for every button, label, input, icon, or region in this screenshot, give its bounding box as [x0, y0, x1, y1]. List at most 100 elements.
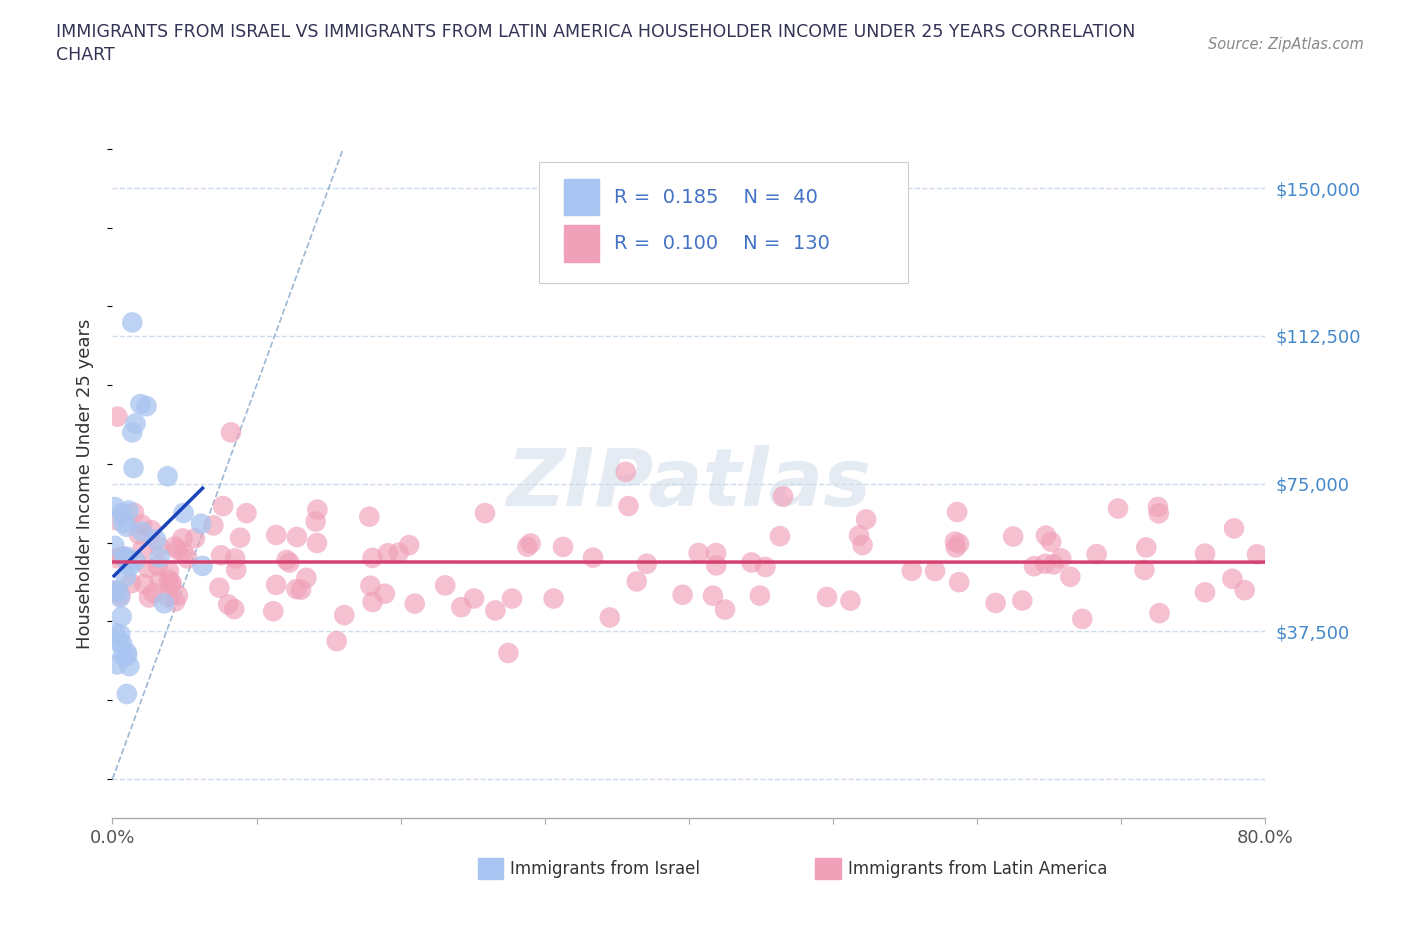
Point	[582, 551, 605, 565]
Point	[434, 578, 457, 592]
Point	[264, 578, 287, 592]
Point	[501, 591, 523, 606]
Point	[212, 498, 235, 513]
Point	[1040, 535, 1063, 550]
Point	[1147, 506, 1170, 521]
Point	[1233, 583, 1256, 598]
Point	[111, 506, 134, 521]
Point	[145, 532, 167, 547]
Point	[124, 553, 146, 568]
Point	[235, 506, 257, 521]
Point	[131, 525, 153, 539]
Point	[377, 546, 399, 561]
Point	[1107, 501, 1129, 516]
Point	[110, 588, 132, 603]
Point	[361, 594, 384, 609]
Point	[115, 686, 138, 701]
Point	[122, 460, 145, 475]
Bar	[564, 225, 599, 262]
Point	[111, 648, 134, 663]
Point	[167, 588, 190, 603]
Point	[474, 506, 496, 521]
Point	[190, 516, 212, 531]
Point	[131, 542, 153, 557]
Point	[614, 464, 637, 479]
Point	[104, 626, 127, 641]
Point	[848, 528, 870, 543]
Point	[943, 534, 966, 549]
Point	[543, 591, 565, 606]
Point	[851, 538, 873, 552]
Point	[702, 589, 724, 604]
Point	[617, 498, 640, 513]
Point	[285, 581, 308, 596]
Point	[103, 584, 125, 599]
Point	[191, 559, 214, 574]
Point	[946, 505, 969, 520]
Point	[626, 574, 648, 589]
Text: IMMIGRANTS FROM ISRAEL VS IMMIGRANTS FROM LATIN AMERICA HOUSEHOLDER INCOME UNDER: IMMIGRANTS FROM ISRAEL VS IMMIGRANTS FRO…	[56, 23, 1136, 41]
Point	[202, 518, 225, 533]
Point	[136, 561, 159, 576]
Point	[115, 549, 138, 564]
Point	[229, 530, 252, 545]
Point	[262, 604, 284, 618]
Point	[120, 576, 142, 591]
Point	[1085, 547, 1108, 562]
Point	[276, 552, 298, 567]
Point	[290, 582, 312, 597]
Point	[1042, 557, 1064, 572]
Point	[498, 645, 520, 660]
Point	[105, 657, 128, 671]
Point	[374, 586, 396, 601]
Point	[219, 425, 242, 440]
Point	[111, 515, 134, 530]
Point	[450, 600, 472, 615]
Point	[184, 531, 207, 546]
Point	[740, 555, 762, 570]
Point	[688, 546, 710, 561]
Point	[110, 549, 132, 564]
Point	[307, 502, 329, 517]
Point	[122, 505, 145, 520]
Point	[107, 409, 129, 424]
Point	[105, 551, 128, 565]
Point	[141, 523, 163, 538]
Point	[138, 590, 160, 604]
Point	[157, 590, 180, 604]
Point	[924, 564, 946, 578]
Point	[398, 538, 420, 552]
Point	[142, 586, 165, 601]
Point	[111, 636, 134, 651]
Point	[108, 627, 131, 642]
Point	[1035, 528, 1057, 543]
Point	[636, 556, 658, 571]
Point	[165, 594, 187, 609]
Point	[104, 499, 127, 514]
Point	[1135, 540, 1157, 555]
Point	[153, 596, 176, 611]
Point	[901, 564, 924, 578]
Point	[157, 564, 180, 578]
Point	[163, 539, 186, 554]
Point	[115, 520, 138, 535]
Point	[103, 583, 125, 598]
Point	[359, 510, 381, 525]
Point	[108, 590, 131, 604]
Point	[984, 595, 1007, 610]
Point	[157, 572, 180, 587]
Text: ZIPatlas: ZIPatlas	[506, 445, 872, 523]
Point	[148, 539, 170, 554]
Point	[118, 658, 141, 673]
Point	[404, 596, 426, 611]
Point	[104, 512, 127, 527]
Point	[748, 588, 770, 603]
Point	[103, 538, 125, 553]
Point	[114, 550, 136, 565]
Point	[305, 514, 328, 529]
Point	[1194, 585, 1216, 600]
Point	[769, 529, 792, 544]
Point	[173, 545, 195, 560]
Point	[115, 648, 138, 663]
Point	[156, 469, 179, 484]
